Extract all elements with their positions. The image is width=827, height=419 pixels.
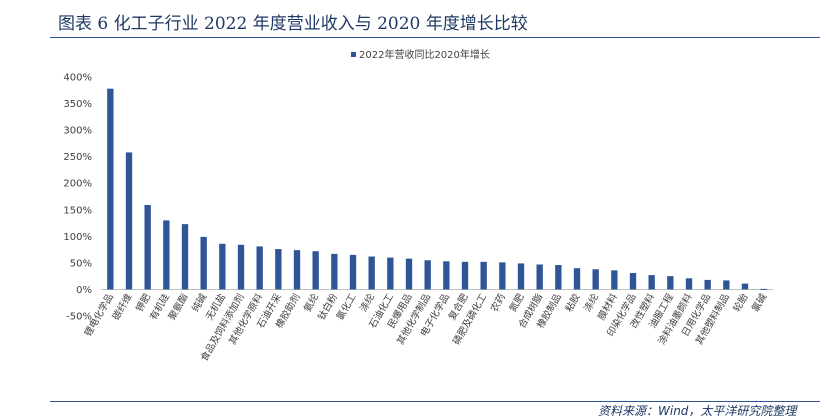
- bar: [480, 261, 487, 290]
- y-tick-label: 150%: [63, 205, 92, 216]
- bar: [312, 251, 319, 290]
- footer-divider: [50, 401, 820, 402]
- legend-label: 2022年营收同比2020年增长: [359, 48, 490, 61]
- bar: [592, 269, 599, 290]
- y-tick-label: 350%: [63, 99, 92, 110]
- bar: [293, 250, 301, 290]
- bar: [387, 257, 394, 290]
- y-tick-label: -50%: [66, 312, 92, 323]
- bar: [107, 88, 114, 290]
- bar: [163, 220, 170, 290]
- bar: [200, 236, 207, 290]
- x-category-label: 碳纤维: [110, 291, 135, 322]
- bar: [181, 224, 189, 290]
- x-category-label: 氮肥: [507, 291, 527, 314]
- legend-swatch: [351, 52, 356, 57]
- bar: [219, 243, 226, 290]
- bar: [368, 256, 375, 290]
- bar: [256, 246, 263, 290]
- x-category-label: 氯化工: [334, 291, 359, 322]
- bar: [611, 270, 618, 290]
- bar: [331, 253, 338, 290]
- x-category-label: 纯碱: [189, 291, 209, 314]
- bar: [555, 265, 562, 290]
- x-category-label: 涤纶: [357, 291, 377, 314]
- chart-title: 图表 6 化工子行业 2022 年度营业收入与 2020 年度增长比较: [58, 14, 528, 34]
- bar: [704, 279, 711, 290]
- y-tick-label: 250%: [63, 152, 92, 163]
- x-category-label: 氨纶: [301, 291, 321, 314]
- bar-chart: 2022年营收同比2020年增长 -50% 0% 50% 100% 150% 200% 25…: [63, 48, 773, 363]
- x-category-label: 农药: [488, 292, 508, 314]
- bar: [667, 276, 674, 290]
- x-category-label: 氯碱: [749, 291, 769, 314]
- bar: [536, 264, 543, 290]
- bar: [629, 272, 637, 290]
- bar: [443, 261, 450, 290]
- bar: [499, 262, 506, 290]
- bar: [723, 280, 730, 290]
- bar: [405, 258, 413, 290]
- x-category-label: 钾肥: [133, 291, 153, 314]
- y-tick-label: 0%: [76, 285, 92, 296]
- y-tick-label: 50%: [70, 258, 92, 269]
- bar: [685, 278, 693, 290]
- bar: [760, 288, 767, 290]
- bar: [144, 204, 151, 290]
- x-category-label: 粘胶: [563, 291, 583, 314]
- bar: [573, 268, 581, 290]
- bar: [461, 261, 469, 290]
- bar: [648, 275, 655, 290]
- bar: [275, 249, 282, 290]
- bar: [517, 263, 525, 290]
- bar: [125, 152, 133, 290]
- y-tick-label: 100%: [63, 232, 92, 243]
- y-tick-label: 200%: [63, 179, 92, 190]
- y-tick-label: 400%: [63, 73, 92, 84]
- bar: [349, 254, 357, 290]
- bar: [424, 260, 431, 290]
- legend: 2022年营收同比2020年增长: [351, 48, 490, 61]
- bar: [741, 283, 749, 290]
- title-divider: [50, 37, 820, 38]
- x-category-label: 涤纶: [581, 291, 601, 314]
- bar: [237, 244, 245, 290]
- y-tick-label: 300%: [63, 126, 92, 137]
- x-category-label: 轮胎: [731, 291, 751, 314]
- source-note: 资料来源：Wind，太平洋研究院整理: [598, 404, 797, 418]
- x-category-label: 聚氨酯: [166, 291, 191, 322]
